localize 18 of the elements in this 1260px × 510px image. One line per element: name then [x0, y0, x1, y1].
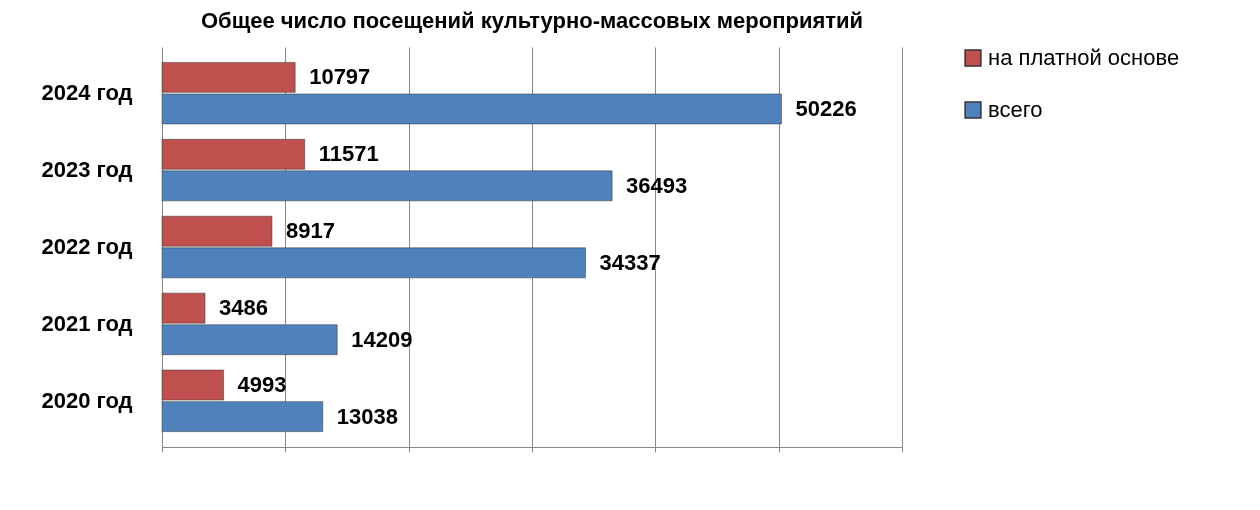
data-label: 10797: [309, 64, 371, 90]
data-label: 8917: [285, 218, 335, 244]
data-label: 14209: [351, 326, 413, 352]
y-tick-label: 2022 год: [41, 234, 133, 259]
legend-label: всего: [988, 97, 1043, 122]
y-tick-label: 2020 год: [41, 387, 133, 413]
y-tick-label: 2021 год: [41, 310, 133, 336]
data-label: 3486: [218, 295, 268, 321]
data-label: 34337: [599, 249, 661, 275]
y-tick-label: 2024 год: [41, 80, 133, 106]
data-label: 13038: [336, 403, 398, 429]
y-tick-label: 2023 год: [41, 157, 133, 183]
data-label: 36493: [626, 172, 688, 198]
data-label: 11571: [318, 141, 379, 167]
data-label: 50226: [795, 95, 857, 121]
chart-title: Общее число посещений культурно-массовых мероприятий: [200, 8, 864, 33]
data-label: 4993: [237, 372, 287, 398]
legend-label: на платной основе: [988, 45, 1180, 70]
